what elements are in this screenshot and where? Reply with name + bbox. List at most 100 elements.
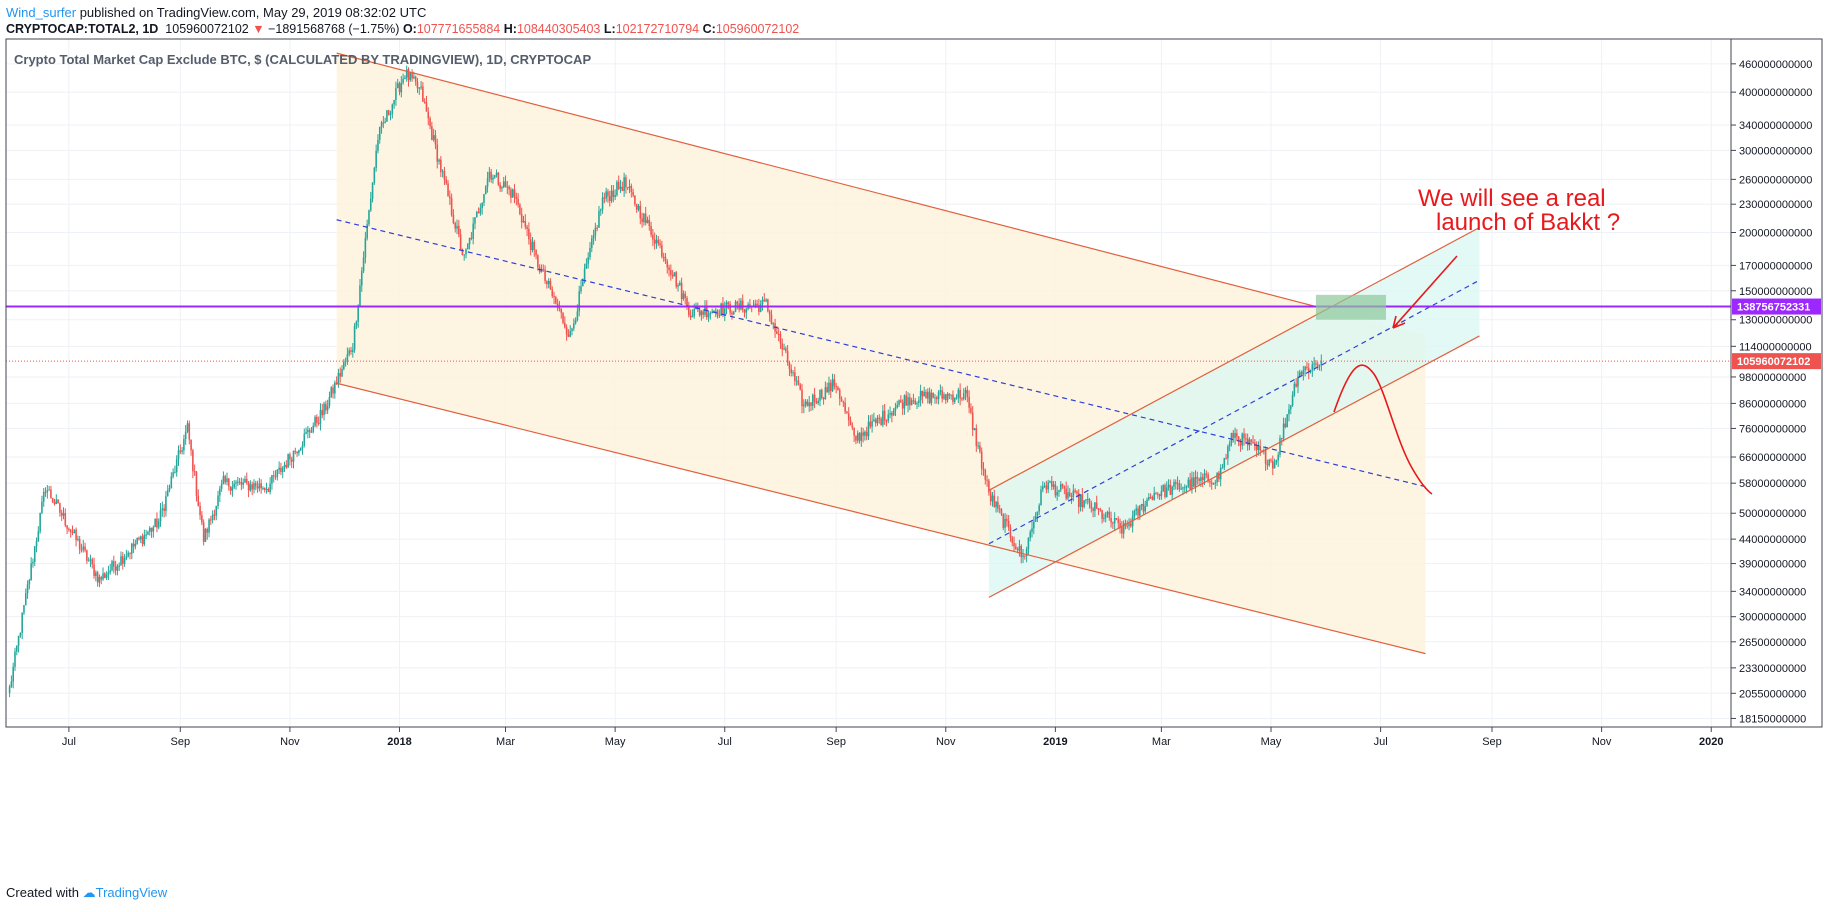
candle-down xyxy=(1239,441,1242,446)
candle-down xyxy=(1119,522,1121,528)
candle-up xyxy=(271,475,273,484)
candle-down xyxy=(1210,482,1213,485)
main-channel-bottom-line[interactable] xyxy=(336,382,1426,655)
candle-up xyxy=(175,459,178,473)
candle-up xyxy=(1183,487,1186,489)
y-tick-label: 150000000000 xyxy=(1739,286,1812,298)
candle-up xyxy=(1047,482,1049,490)
candle-down xyxy=(650,226,652,235)
candle-down xyxy=(914,400,917,405)
y-tick-label: 130000000000 xyxy=(1739,315,1812,327)
candle-up xyxy=(1103,517,1105,519)
candle-down xyxy=(1158,494,1161,497)
candle-up xyxy=(359,285,361,306)
candle-up xyxy=(472,223,474,239)
target-zone-box[interactable] xyxy=(1315,294,1386,320)
candle-up xyxy=(384,121,386,123)
candle-down xyxy=(885,420,888,422)
candle-up xyxy=(628,186,631,188)
candle-down xyxy=(515,196,518,199)
candle-up xyxy=(402,78,404,83)
candle-down xyxy=(878,417,881,419)
candle-down xyxy=(801,389,803,407)
candle-up xyxy=(355,321,358,326)
candle-up xyxy=(1059,484,1062,491)
candle-down xyxy=(201,515,203,523)
candle-up xyxy=(506,186,509,188)
candle-down xyxy=(664,256,667,262)
candle-down xyxy=(1076,491,1078,494)
candle-down xyxy=(630,186,633,193)
candle-down xyxy=(1016,549,1019,551)
candle-down xyxy=(716,310,719,316)
candle-down xyxy=(1207,474,1209,481)
candle-up xyxy=(957,389,960,398)
candle-down xyxy=(542,269,545,271)
candle-up xyxy=(456,225,458,229)
author-link[interactable]: Wind_surfer xyxy=(6,5,77,20)
candle-down xyxy=(909,397,911,406)
candle-down xyxy=(1316,364,1319,366)
candle-down xyxy=(450,198,453,215)
candle-down xyxy=(382,122,385,124)
candle-up xyxy=(646,219,649,223)
candle-down xyxy=(741,300,744,310)
candle-up xyxy=(991,495,994,502)
main-channel-top-line[interactable] xyxy=(336,52,1317,308)
candle-down xyxy=(387,110,390,115)
candle-down xyxy=(855,435,857,441)
candle-up xyxy=(619,186,622,189)
candle-down xyxy=(883,410,886,421)
candle-down xyxy=(179,450,182,452)
candle-up xyxy=(511,189,514,198)
candle-up xyxy=(393,100,395,105)
candle-up xyxy=(405,69,408,78)
candle-up xyxy=(481,202,483,208)
candle-down xyxy=(698,309,701,316)
candle-down xyxy=(197,495,200,506)
candle-up xyxy=(479,207,482,214)
candle-down xyxy=(84,546,86,551)
candle-up xyxy=(299,447,302,451)
candle-up xyxy=(1072,490,1075,497)
up-channel-upper-line[interactable] xyxy=(988,226,1480,491)
up-channel-mid-line[interactable] xyxy=(988,279,1480,545)
candle-up xyxy=(1291,395,1294,406)
candle-up xyxy=(183,439,185,451)
candle-down xyxy=(1088,498,1091,504)
candle-up xyxy=(795,380,798,382)
candle-up xyxy=(673,272,676,277)
candle-up xyxy=(474,217,476,224)
candle-down xyxy=(1117,519,1120,523)
time-axis[interactable]: Jul Sep Nov 2018 Mar May Jul Sep Nov 2019 Mar May Ju… xyxy=(62,727,1724,748)
main-channel-mid-line[interactable] xyxy=(336,219,1426,488)
candle-up xyxy=(145,534,147,536)
candle-down xyxy=(998,508,1001,510)
candle-up xyxy=(98,577,101,583)
tradingview-link[interactable]: TradingView xyxy=(95,885,168,900)
candle-down xyxy=(296,451,298,454)
candle-up xyxy=(170,476,173,489)
candle-up xyxy=(258,483,261,489)
candle-up xyxy=(116,565,119,571)
candle-up xyxy=(1018,546,1021,551)
low-value: 102172710794 xyxy=(615,22,700,36)
last-price-label: 105960072102 xyxy=(1737,356,1810,368)
candle-down xyxy=(434,135,437,145)
candle-up xyxy=(943,394,945,399)
candle-up xyxy=(522,220,525,223)
candle-up xyxy=(502,181,505,188)
y-tick-label: 20550000000 xyxy=(1739,688,1806,700)
candle-up xyxy=(154,518,156,527)
candle-down xyxy=(668,267,670,271)
price-axis[interactable]: 460000000000 400000000000 340000000000 3000… xyxy=(1731,59,1812,726)
trend-drawings[interactable] xyxy=(6,52,1731,655)
candle-down xyxy=(607,191,609,197)
candle-down xyxy=(1050,481,1053,487)
x-tick-label: Jul xyxy=(1374,736,1388,748)
x-tick-label: Nov xyxy=(936,736,956,748)
candle-down xyxy=(1271,460,1274,469)
candle-down xyxy=(874,419,877,424)
up-channel-lower-line[interactable] xyxy=(988,335,1480,598)
